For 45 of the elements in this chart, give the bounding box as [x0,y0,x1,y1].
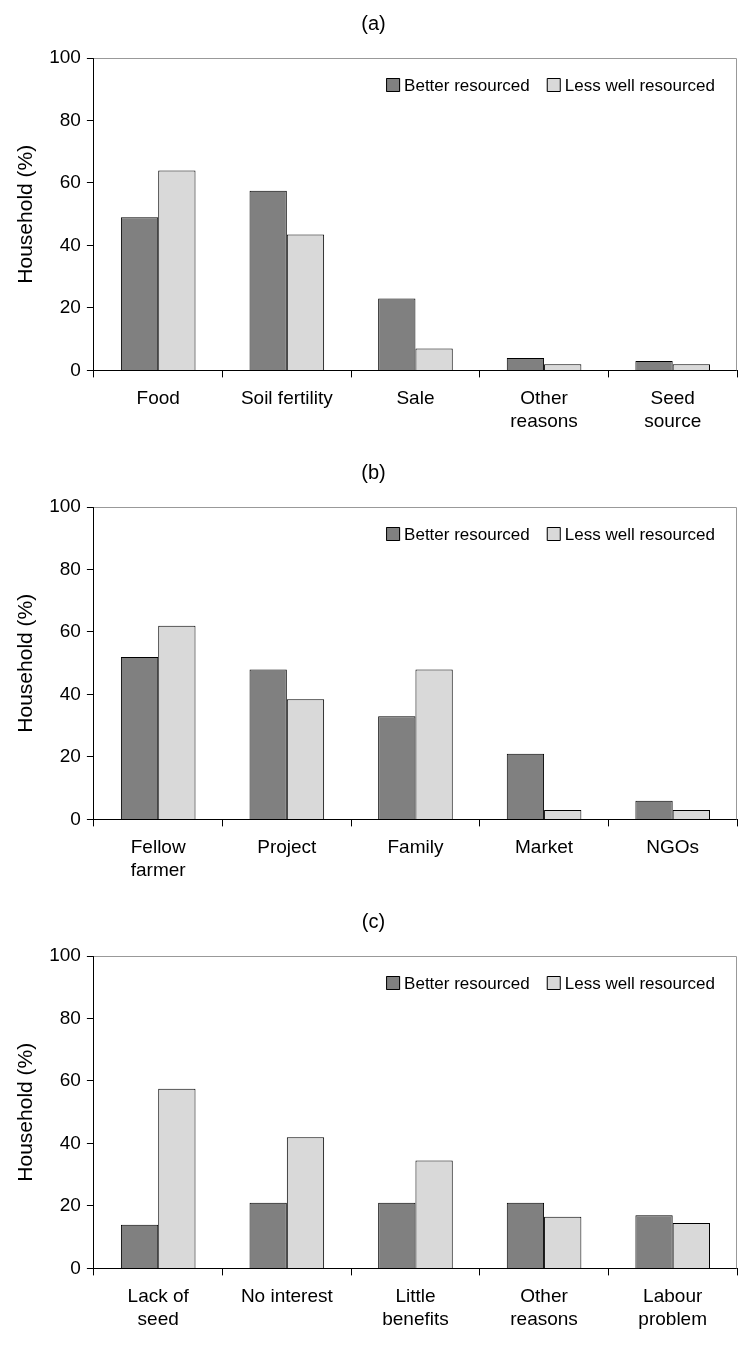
x-tick-label: Little benefits [382,1285,449,1329]
y-tick-label: 20 [59,1194,81,1216]
y-tick-label: 0 [70,807,81,829]
x-tick-label: Seed source [644,387,702,431]
chart-title: (a) [361,11,386,34]
y-tick-label: 0 [70,358,81,380]
y-tick-label: 100 [49,46,81,68]
y-tick-label: 80 [59,557,81,579]
y-tick-label: 60 [59,171,81,193]
legend-label: Less well resourced [564,524,716,544]
x-tick-label: Fellow farmer [130,836,187,880]
x-tick-label: Family [387,836,444,858]
y-axis-title: Household (%) [13,144,37,284]
x-tick-label: Project [257,836,318,858]
legend-label: Less well resourced [564,973,716,993]
y-tick-label: 80 [59,1006,81,1028]
x-tick-label: Other reasons [510,387,578,431]
y-axis-title: Household (%) [13,593,37,733]
legend-label: Better resourced [404,973,530,993]
y-tick-label: 60 [59,620,81,642]
y-tick-label: 20 [59,745,81,767]
y-axis-title: Household (%) [13,1042,37,1182]
x-tick-label: Other reasons [510,1285,578,1329]
x-tick-label: No interest [240,1285,334,1307]
y-tick-label: 100 [49,944,81,966]
chart-title: (c) [361,909,386,932]
y-tick-label: 40 [59,682,81,704]
x-tick-label: Labour problem [638,1285,708,1329]
x-tick-label: Soil fertility [240,387,334,409]
y-tick-label: 20 [59,296,81,318]
x-tick-label: Sale [396,387,435,409]
y-tick-label: 40 [59,233,81,255]
legend-label: Less well resourced [564,75,716,95]
legend-label: Better resourced [404,75,530,95]
legend-label: Better resourced [404,524,530,544]
x-tick-label: Market [515,836,574,858]
y-tick-label: 0 [70,1256,81,1278]
x-tick-label: NGOs [646,836,700,858]
y-tick-label: 100 [49,495,81,517]
y-tick-label: 40 [59,1131,81,1153]
y-tick-label: 80 [59,108,81,130]
chart-title: (b) [361,460,386,483]
x-tick-label: Lack of seed [127,1285,190,1329]
y-tick-label: 60 [59,1069,81,1091]
x-tick-label: Food [136,387,180,409]
